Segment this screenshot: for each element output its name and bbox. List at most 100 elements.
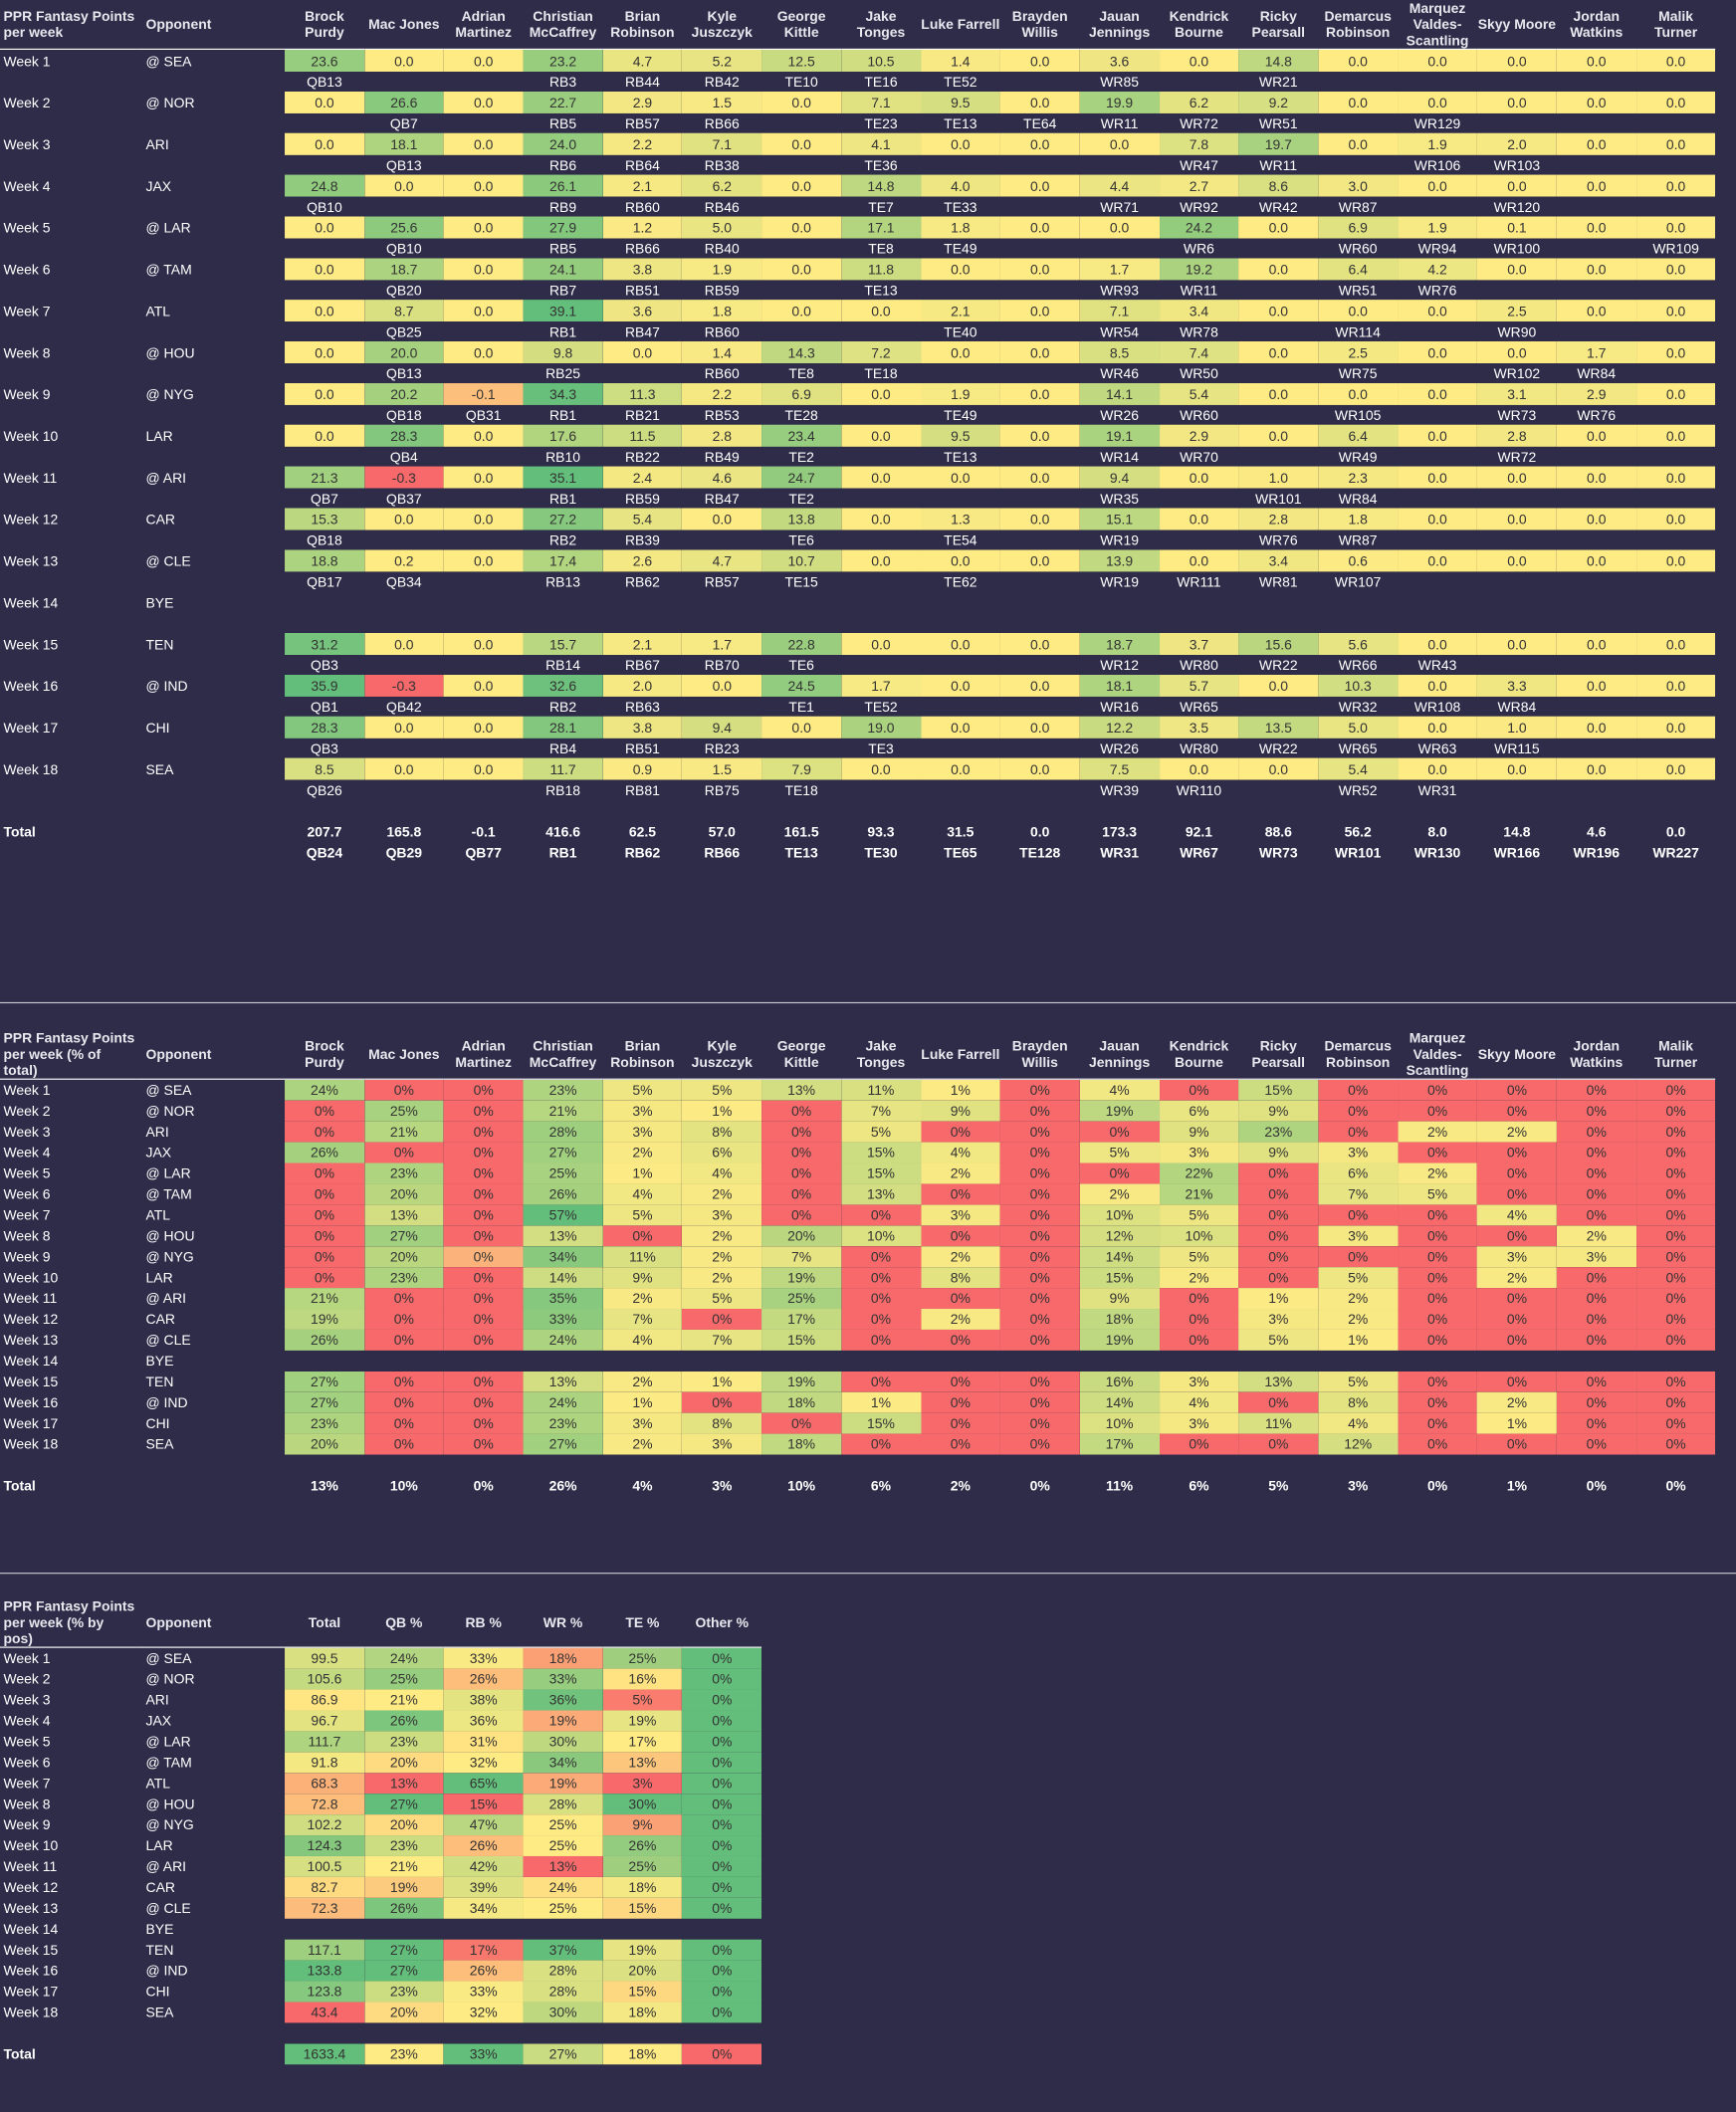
points-cell[interactable]: 3.4 [1238, 549, 1319, 572]
position-cell[interactable]: 0% [682, 1835, 762, 1856]
points-cell[interactable]: 1.8 [920, 216, 1000, 239]
rank-cell[interactable]: WR19 [1100, 573, 1139, 590]
points-cell[interactable]: 0.0 [1635, 216, 1716, 239]
week-label[interactable]: Week 17 [3, 1983, 59, 2001]
position-cell[interactable]: 0% [682, 1981, 762, 2003]
rank-cell[interactable]: RB7 [548, 282, 577, 299]
opponent[interactable]: ARI [145, 135, 169, 152]
blank-cell[interactable] [602, 591, 682, 613]
rank-cell[interactable]: TE13 [944, 448, 977, 465]
rank-cell[interactable]: QB13 [385, 364, 422, 382]
position-cell[interactable]: 15% [602, 1981, 683, 2003]
rank-cell[interactable]: RB46 [704, 198, 740, 215]
total-position[interactable]: 23% [363, 2043, 444, 2065]
percent-cell[interactable]: 1% [1238, 1288, 1319, 1310]
position-cell[interactable]: 20% [363, 2002, 444, 2023]
week-label[interactable]: Week 11 [3, 1858, 58, 1875]
rank-cell[interactable] [1398, 321, 1477, 341]
points-cell[interactable]: 0.0 [841, 382, 921, 405]
rank-cell[interactable]: QB1 [310, 698, 338, 715]
opponent[interactable]: @ LAR [145, 1733, 191, 1751]
points-cell[interactable]: 15.6 [1238, 632, 1319, 656]
percent-cell[interactable]: 0% [443, 1225, 524, 1247]
rank-cell[interactable]: QB7 [310, 490, 338, 507]
position-cell[interactable]: 17% [602, 1731, 683, 1753]
percent-cell[interactable]: 20% [363, 1246, 444, 1268]
points-cell[interactable]: 0.0 [1476, 508, 1557, 530]
percent-cell[interactable]: 27% [285, 1371, 364, 1392]
rank-cell[interactable]: WR90 [1497, 322, 1537, 340]
points-cell[interactable]: 0.0 [682, 674, 762, 697]
blank-cell[interactable] [921, 591, 1000, 613]
percent-cell[interactable]: 20% [761, 1225, 842, 1247]
percent-cell[interactable]: 0% [285, 1100, 364, 1122]
rank-cell[interactable]: WR102 [1493, 364, 1541, 382]
rank-cell[interactable]: WR60 [1180, 406, 1218, 423]
total-points[interactable]: 416.6 [545, 823, 581, 840]
points-cell[interactable]: 24.1 [523, 258, 603, 281]
points-cell[interactable]: 5.2 [682, 49, 762, 73]
percent-cell[interactable]: 11% [841, 1079, 921, 1101]
total-points[interactable]: 4.6 [1587, 823, 1607, 840]
rank-cell[interactable]: RB3 [548, 73, 577, 91]
rank-cell[interactable] [1636, 155, 1716, 175]
rank-cell[interactable] [761, 321, 841, 341]
points-cell[interactable]: 5.0 [682, 216, 762, 239]
percent-cell[interactable]: 0% [1398, 1204, 1477, 1226]
opponent[interactable]: @ SEA [145, 1650, 192, 1667]
blank-cell[interactable] [136, 655, 285, 675]
rank-cell[interactable]: RB1 [548, 406, 577, 423]
rank-cell[interactable]: RB59 [704, 282, 740, 299]
percent-cell[interactable]: 1% [682, 1371, 762, 1392]
points-cell[interactable]: 13.8 [761, 508, 842, 530]
rank-cell[interactable]: RB13 [545, 573, 581, 590]
percent-cell[interactable]: 0% [1556, 1100, 1636, 1122]
position-cell[interactable]: 0% [682, 1710, 762, 1732]
rank-cell[interactable] [1636, 321, 1716, 341]
position-cell[interactable]: 0% [682, 1773, 762, 1795]
percent-cell[interactable]: 2% [920, 1246, 1000, 1268]
rank-cell[interactable]: RB51 [624, 739, 660, 756]
position-cell[interactable]: 0% [682, 1814, 762, 1836]
rank-cell[interactable]: WR66 [1338, 656, 1378, 674]
points-cell[interactable]: 4.2 [1398, 258, 1477, 281]
blank-cell[interactable] [1000, 613, 1080, 633]
percent-cell[interactable]: 24% [285, 1079, 364, 1101]
rank-cell[interactable] [841, 571, 921, 591]
points-cell[interactable]: 2.2 [682, 382, 762, 405]
rank-cell[interactable]: QB42 [385, 698, 422, 715]
percent-cell[interactable]: 0% [1398, 1100, 1477, 1122]
points-cell[interactable]: 0.0 [999, 300, 1080, 322]
points-cell[interactable]: 0.0 [1398, 300, 1477, 322]
position-cell[interactable]: 36% [443, 1710, 524, 1732]
rank-cell[interactable]: QB25 [385, 322, 422, 340]
percent-cell[interactable]: 17% [761, 1309, 842, 1330]
points-cell[interactable]: 0.0 [999, 716, 1080, 739]
points-cell[interactable]: 10.3 [1318, 674, 1399, 697]
blank-cell[interactable] [1318, 591, 1398, 613]
points-cell[interactable]: 0.0 [1318, 91, 1399, 113]
opponent[interactable]: ARI [145, 1691, 169, 1709]
percent-cell[interactable]: 0% [285, 1162, 364, 1184]
points-cell[interactable]: 3.5 [1159, 716, 1239, 739]
position-cell[interactable]: 30% [602, 1794, 683, 1815]
blank-cell[interactable] [136, 842, 285, 862]
blank-cell[interactable] [524, 591, 603, 613]
percent-cell[interactable]: 5% [1159, 1204, 1239, 1226]
rank-cell[interactable]: WR50 [1180, 364, 1218, 382]
points-cell[interactable]: 0.0 [1318, 300, 1399, 322]
points-cell[interactable]: 19.0 [841, 716, 921, 739]
percent-cell[interactable]: 33% [523, 1309, 603, 1330]
points-cell[interactable]: 15.1 [1079, 508, 1160, 530]
points-cell[interactable]: 0.0 [841, 508, 921, 530]
rank-cell[interactable]: TE40 [944, 322, 977, 340]
percent-cell[interactable]: 19% [761, 1371, 842, 1392]
rank-cell[interactable]: QB3 [310, 656, 338, 674]
position-cell[interactable]: 13% [363, 1773, 444, 1795]
position-cell[interactable]: 34% [523, 1752, 603, 1774]
total-rank[interactable]: WR73 [1258, 844, 1298, 861]
percent-cell[interactable]: 23% [523, 1079, 603, 1101]
blank-cell[interactable] [1238, 1351, 1318, 1372]
week-label[interactable]: Week 6 [3, 1185, 51, 1203]
blank-cell[interactable] [136, 363, 285, 383]
